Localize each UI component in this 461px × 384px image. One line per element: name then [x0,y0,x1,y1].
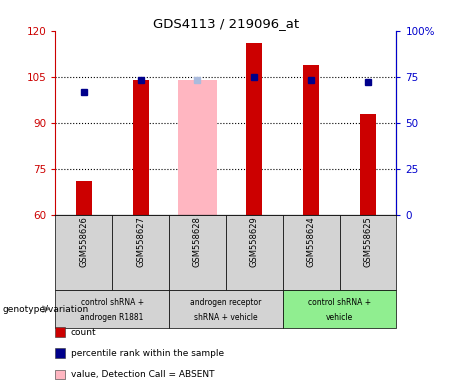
FancyBboxPatch shape [55,215,112,290]
Text: shRNA + vehicle: shRNA + vehicle [194,313,258,322]
Bar [133,80,148,215]
Text: GSM558626: GSM558626 [79,216,88,267]
FancyBboxPatch shape [55,290,169,328]
FancyBboxPatch shape [340,215,396,290]
FancyBboxPatch shape [226,215,283,290]
Text: control shRNA +: control shRNA + [81,298,144,307]
Title: GDS4113 / 219096_at: GDS4113 / 219096_at [153,17,299,30]
Text: GSM558627: GSM558627 [136,216,145,267]
Bar [303,65,319,215]
FancyBboxPatch shape [283,215,340,290]
FancyBboxPatch shape [283,290,396,328]
Text: percentile rank within the sample: percentile rank within the sample [71,349,224,358]
FancyBboxPatch shape [169,290,283,328]
Text: count: count [71,328,97,337]
Text: androgen receptor: androgen receptor [190,298,261,307]
Text: control shRNA +: control shRNA + [308,298,371,307]
Bar [246,43,262,215]
Bar [76,181,92,215]
Text: GSM558628: GSM558628 [193,216,202,267]
Text: androgen R1881: androgen R1881 [81,313,144,322]
FancyBboxPatch shape [169,215,226,290]
Text: genotype/variation: genotype/variation [2,305,89,314]
Bar [360,114,376,215]
Text: GSM558629: GSM558629 [250,216,259,267]
Bar [177,80,218,215]
Text: GSM558625: GSM558625 [364,216,372,267]
Text: value, Detection Call = ABSENT: value, Detection Call = ABSENT [71,370,214,379]
Text: vehicle: vehicle [326,313,353,322]
Text: GSM558624: GSM558624 [307,216,316,267]
FancyBboxPatch shape [112,215,169,290]
